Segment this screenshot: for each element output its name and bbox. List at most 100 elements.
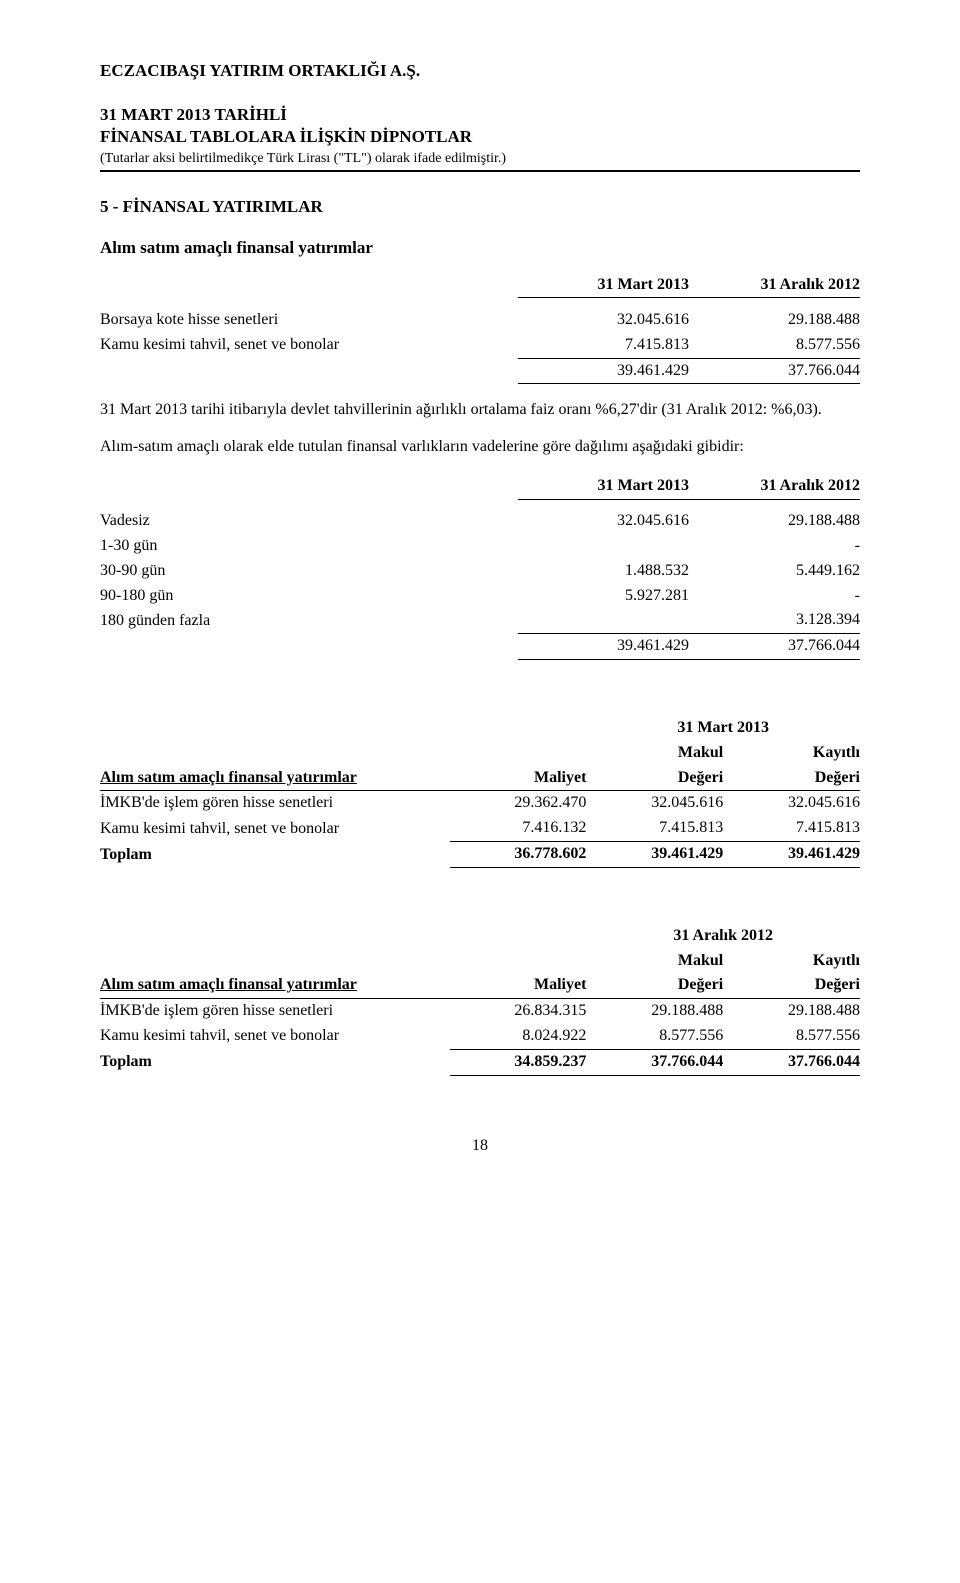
notes-title: FİNANSAL TABLOLARA İLİŞKİN DİPNOTLAR — [100, 126, 860, 148]
cell: 5.927.281 — [518, 584, 689, 609]
col-header: Makul — [586, 949, 723, 974]
row-label: 90-180 gün — [100, 584, 518, 609]
total-cell: 36.778.602 — [450, 842, 587, 868]
total-label: Toplam — [100, 1049, 450, 1075]
row-label: Borsaya kote hisse senetleri — [100, 308, 518, 333]
col-header: Alım satım amaçlı finansal yatırımlar — [100, 973, 450, 998]
col-header: Değeri — [586, 766, 723, 791]
cell: 8.577.556 — [586, 1024, 723, 1049]
period-title: 31 MART 2013 TARİHLİ — [100, 104, 860, 126]
disclaimer-text: (Tutarlar aksi belirtilmedikçe Türk Lira… — [100, 150, 860, 168]
total-cell: 37.766.044 — [689, 634, 860, 660]
row-label: 1-30 gün — [100, 534, 518, 559]
cell: 8.024.922 — [450, 1024, 587, 1049]
cell: 7.415.813 — [586, 816, 723, 841]
table-header-row: 31 Mart 2013 31 Aralık 2012 — [100, 273, 860, 298]
total-cell: 39.461.429 — [586, 842, 723, 868]
cell: 7.416.132 — [450, 816, 587, 841]
cell: 3.128.394 — [689, 608, 860, 633]
total-label — [100, 634, 518, 660]
col-header: Değeri — [723, 973, 860, 998]
cell: 1.488.532 — [518, 559, 689, 584]
cell: 26.834.315 — [450, 999, 587, 1024]
table-row: İMKB'de işlem gören hisse senetleri 26.8… — [100, 999, 860, 1024]
total-cell: 39.461.429 — [518, 634, 689, 660]
total-cell: 37.766.044 — [689, 358, 860, 384]
table-header-row1: Makul Kayıtlı — [100, 741, 860, 766]
col-header: Değeri — [723, 766, 860, 791]
cell: 29.188.488 — [689, 509, 860, 534]
table-row: Kamu kesimi tahvil, senet ve bonolar 7.4… — [100, 333, 860, 358]
table-superheader-row: 31 Mart 2013 — [100, 716, 860, 741]
col-header: 31 Mart 2013 — [518, 474, 689, 499]
col-header: Maliyet — [450, 973, 587, 998]
table-total-row: 39.461.429 37.766.044 — [100, 358, 860, 384]
paragraph-faiz-orani: 31 Mart 2013 tarihi itibarıyla devlet ta… — [100, 400, 860, 421]
col-header: Maliyet — [450, 766, 587, 791]
col-header: 31 Aralık 2012 — [689, 273, 860, 298]
table-borsaya: 31 Mart 2013 31 Aralık 2012 Borsaya kote… — [100, 273, 860, 385]
col-header: 31 Mart 2013 — [518, 273, 689, 298]
table-row: Borsaya kote hisse senetleri 32.045.616 … — [100, 308, 860, 333]
table-makul-2012: 31 Aralık 2012 Makul Kayıtlı Alım satım … — [100, 924, 860, 1076]
table-row: 90-180 gün 5.927.281 - — [100, 584, 860, 609]
subsection-title: Alım satım amaçlı finansal yatırımlar — [100, 237, 860, 259]
col-header: Makul — [586, 741, 723, 766]
table-total-row: Toplam 34.859.237 37.766.044 37.766.044 — [100, 1049, 860, 1075]
table-row: Vadesiz 32.045.616 29.188.488 — [100, 509, 860, 534]
table-row: İMKB'de işlem gören hisse senetleri 29.3… — [100, 791, 860, 816]
total-cell: 34.859.237 — [450, 1049, 587, 1075]
cell: 29.362.470 — [450, 791, 587, 816]
cell: 8.577.556 — [689, 333, 860, 358]
superheader: 31 Aralık 2012 — [586, 924, 860, 949]
row-label: İMKB'de işlem gören hisse senetleri — [100, 791, 450, 816]
table-header-row: 31 Mart 2013 31 Aralık 2012 — [100, 474, 860, 499]
row-label: Kamu kesimi tahvil, senet ve bonolar — [100, 333, 518, 358]
table-row: 180 günden fazla 3.128.394 — [100, 608, 860, 633]
blank-header — [100, 273, 518, 298]
table-row: Kamu kesimi tahvil, senet ve bonolar 7.4… — [100, 816, 860, 841]
table-header-row2: Alım satım amaçlı finansal yatırımlar Ma… — [100, 766, 860, 791]
table-total-row: 39.461.429 37.766.044 — [100, 634, 860, 660]
table-row: 30-90 gün 1.488.532 5.449.162 — [100, 559, 860, 584]
cell: 32.045.616 — [518, 509, 689, 534]
cell: 7.415.813 — [723, 816, 860, 841]
total-cell: 37.766.044 — [723, 1049, 860, 1075]
header-rule — [100, 170, 860, 172]
page-number: 18 — [100, 1136, 860, 1157]
table-row: Kamu kesimi tahvil, senet ve bonolar 8.0… — [100, 1024, 860, 1049]
cell — [518, 534, 689, 559]
cell: 29.188.488 — [723, 999, 860, 1024]
col-header: Kayıtlı — [723, 741, 860, 766]
table-header-row1: Makul Kayıtlı — [100, 949, 860, 974]
table-makul-2013: 31 Mart 2013 Makul Kayıtlı Alım satım am… — [100, 716, 860, 868]
cell — [518, 608, 689, 633]
row-label: 180 günden fazla — [100, 608, 518, 633]
cell: - — [689, 534, 860, 559]
table-vadeler: 31 Mart 2013 31 Aralık 2012 Vadesiz 32.0… — [100, 474, 860, 660]
row-label: Kamu kesimi tahvil, senet ve bonolar — [100, 1024, 450, 1049]
total-cell: 37.766.044 — [586, 1049, 723, 1075]
total-label — [100, 358, 518, 384]
col-header: 31 Aralık 2012 — [689, 474, 860, 499]
row-label: Vadesiz — [100, 509, 518, 534]
total-cell: 39.461.429 — [518, 358, 689, 384]
section-title: 5 - FİNANSAL YATIRIMLAR — [100, 196, 860, 218]
row-label: İMKB'de işlem gören hisse senetleri — [100, 999, 450, 1024]
col-header: Kayıtlı — [723, 949, 860, 974]
paragraph-vadeler: Alım-satım amaçlı olarak elde tutulan fi… — [100, 437, 860, 458]
cell: 32.045.616 — [723, 791, 860, 816]
cell: 29.188.488 — [586, 999, 723, 1024]
company-name: ECZACIBAŞI YATIRIM ORTAKLIĞI A.Ş. — [100, 60, 860, 82]
table-total-row: Toplam 36.778.602 39.461.429 39.461.429 — [100, 842, 860, 868]
cell: 8.577.556 — [723, 1024, 860, 1049]
col-header: Alım satım amaçlı finansal yatırımlar — [100, 766, 450, 791]
cell: 29.188.488 — [689, 308, 860, 333]
cell: 7.415.813 — [518, 333, 689, 358]
cell: - — [689, 584, 860, 609]
table-superheader-row: 31 Aralık 2012 — [100, 924, 860, 949]
total-label: Toplam — [100, 842, 450, 868]
cell: 32.045.616 — [586, 791, 723, 816]
col-header: Değeri — [586, 973, 723, 998]
superheader: 31 Mart 2013 — [586, 716, 860, 741]
